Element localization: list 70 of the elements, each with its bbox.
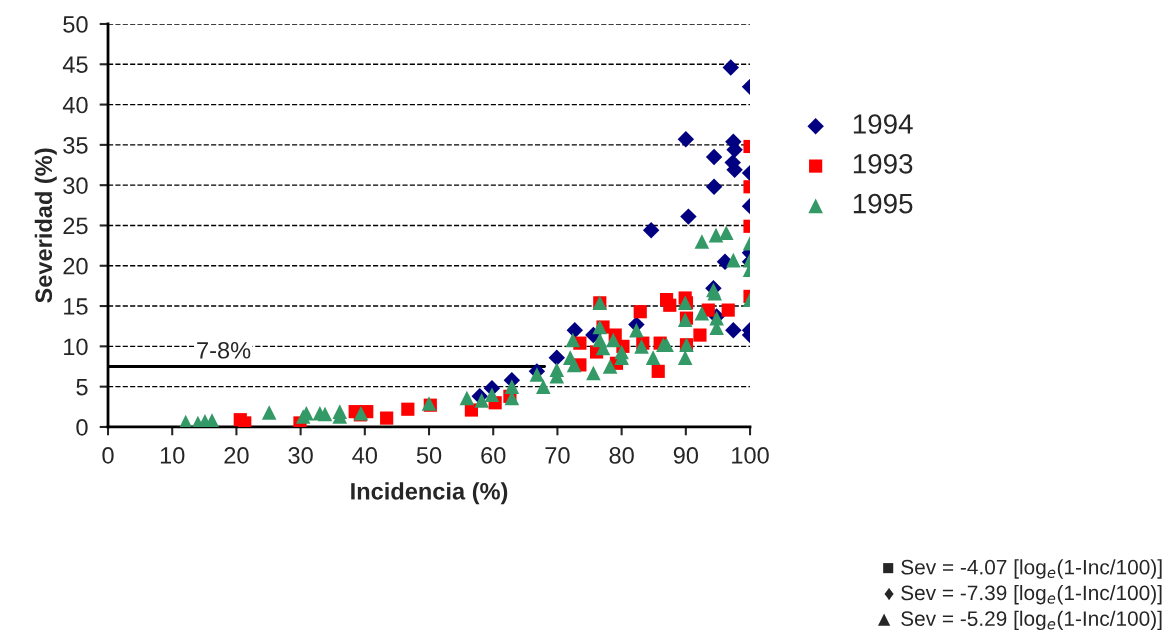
y-tick-label: 10 (64, 338, 88, 356)
point (642, 222, 660, 239)
y-tick-label: 0 (76, 419, 88, 436)
point (566, 357, 582, 373)
point (261, 405, 277, 420)
y-tick-label: 5 (76, 378, 88, 396)
point (401, 402, 415, 416)
point (504, 379, 520, 394)
x-tick-label: 10 (160, 447, 185, 464)
point (317, 406, 333, 422)
x-tick-label: 80 (609, 447, 634, 464)
y-tick-label: 35 (63, 136, 88, 154)
point (606, 332, 621, 348)
y-tick-label: 20 (63, 257, 88, 275)
point (651, 364, 665, 378)
point (238, 416, 252, 427)
point (726, 252, 741, 268)
text: ■ Sev = -4.07 [log$_{e}$(1-Inc/100)] (883, 559, 1162, 579)
y-tick-label: 45 (62, 56, 88, 74)
x-tick-label: 60 (481, 447, 506, 464)
text: ♦ Sev = -7.39 [log$_{e}$(1-Inc/100)] (884, 584, 1162, 605)
x-tick-label: 20 (224, 447, 249, 464)
point (586, 365, 601, 381)
point (645, 350, 661, 365)
point (633, 305, 647, 319)
point (705, 148, 723, 166)
point (677, 350, 693, 365)
point (663, 298, 677, 312)
y-tick-label: 25 (63, 217, 88, 235)
point (722, 59, 739, 76)
x-axis-title: Incidencia (%) (351, 482, 508, 505)
legend-label: 1995 (853, 193, 913, 214)
legend-label: 1993 (853, 153, 913, 174)
point (629, 322, 644, 338)
point (548, 349, 565, 366)
y-tick-label: 15 (64, 298, 88, 315)
point (680, 208, 697, 225)
point (565, 332, 581, 348)
point (592, 319, 608, 335)
y-tick-label: 50 (63, 16, 88, 33)
point (677, 131, 695, 148)
text: ▲ Sev = -5.29 [log$_{e}$(1-Inc/100)] (877, 610, 1162, 631)
point (634, 339, 649, 354)
point (536, 379, 551, 394)
x-tick-label: 100 (732, 447, 769, 464)
x-tick-label: 30 (288, 447, 313, 464)
point (725, 322, 742, 339)
point (484, 387, 500, 402)
x-tick-label: 40 (352, 447, 378, 464)
y-axis-title: Severidad (%) (34, 148, 57, 303)
point (474, 393, 489, 408)
point (566, 322, 583, 339)
y-tick-label: 30 (63, 177, 88, 194)
y-tick-label: 40 (62, 96, 88, 114)
point (705, 178, 723, 195)
annotation: 7-8% (197, 341, 251, 359)
x-tick-label: 70 (545, 447, 570, 464)
point (694, 306, 710, 321)
point (529, 367, 545, 382)
x-tick-label: 0 (102, 447, 114, 464)
point (459, 390, 475, 406)
point (721, 303, 735, 317)
x-tick-label: 50 (416, 447, 442, 464)
point (602, 359, 618, 374)
legend-label: 1994 (853, 114, 913, 134)
point (718, 225, 734, 240)
point (694, 234, 710, 249)
point (693, 328, 707, 342)
x-tick-label: 90 (673, 447, 699, 464)
point (380, 411, 394, 425)
